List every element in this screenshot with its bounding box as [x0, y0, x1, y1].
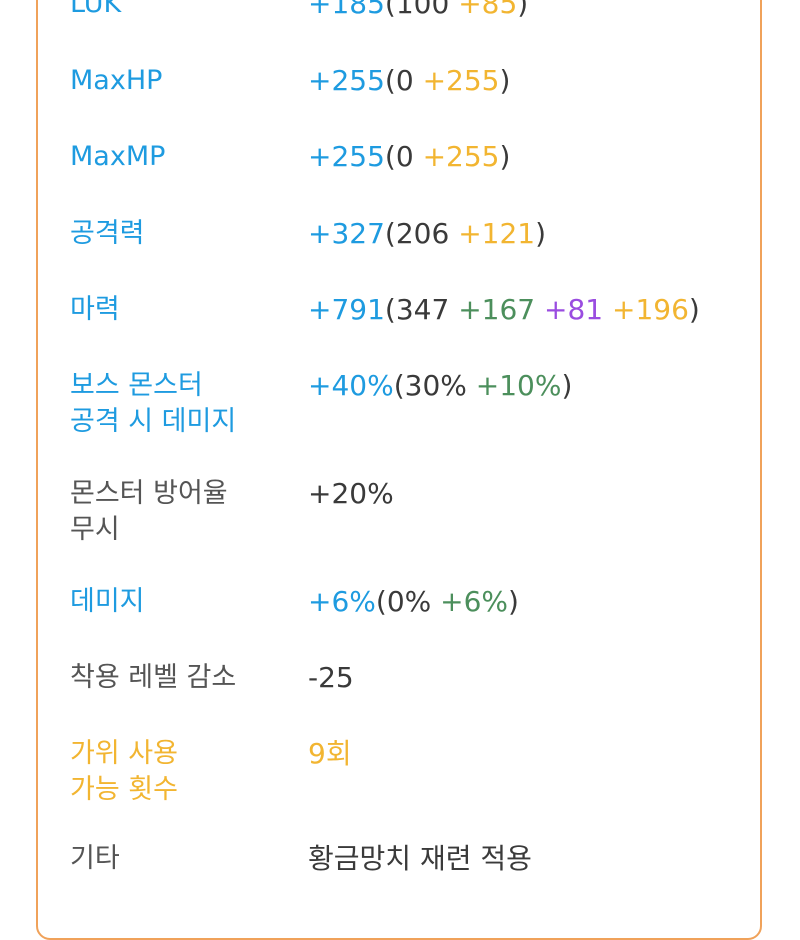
- stat-value: 황금망치 재련 적용: [308, 842, 532, 875]
- stat-label: 가위 사용 가능 횟수: [70, 738, 178, 805]
- stat-label: MaxMP: [70, 141, 166, 172]
- stat-value: +40%(30% +10%): [308, 369, 573, 402]
- stat-value: -25: [308, 661, 354, 694]
- stat-label: MaxHP: [70, 65, 163, 96]
- stat-bonus: +121: [449, 217, 536, 250]
- stat-label: 데미지: [70, 586, 145, 617]
- stat-value: +255(0 +255): [308, 64, 511, 97]
- stat-label: 착용 레벨 감소: [70, 662, 237, 693]
- stat-label: 몬스터 방어율 무시: [70, 478, 228, 545]
- stat-label: 기타: [70, 843, 120, 874]
- stat-base: 206: [395, 217, 450, 250]
- stat-value: +327(206 +121): [308, 217, 547, 250]
- stat-value: +791(347 +167 +81 +196): [308, 293, 700, 326]
- stat-total: +6%: [308, 585, 376, 618]
- stat-value: +20%: [308, 477, 394, 510]
- stat-label: 공격력: [70, 218, 145, 249]
- stat-bonus: +196: [603, 293, 689, 326]
- stat-bonus-green: +10%: [466, 369, 562, 402]
- stat-base: 347: [395, 293, 450, 326]
- stat-bonus: +255: [413, 140, 500, 173]
- stat-bonus: +85: [449, 0, 518, 20]
- stat-value: +185(100 +85): [308, 0, 528, 22]
- stat-total: +255: [308, 140, 385, 173]
- stat-total: +791: [308, 293, 385, 326]
- stat-total: +185: [308, 0, 385, 20]
- stat-bonus: +255: [413, 64, 500, 97]
- stat-value: +6%(0% +6%): [308, 585, 519, 618]
- stat-base: 0: [395, 64, 414, 97]
- stat-base: 0: [395, 140, 414, 173]
- stat-total: +255: [308, 64, 385, 97]
- stat-base: 0%: [386, 585, 432, 618]
- stat-bonus-purple: +81: [535, 293, 604, 326]
- stat-total: +40%: [308, 369, 394, 402]
- stat-base: 100: [395, 0, 450, 20]
- stat-value: +255(0 +255): [308, 140, 511, 173]
- item-stats-card: [36, 0, 762, 940]
- stat-bonus-green: +6%: [431, 585, 509, 618]
- stat-label: LUK: [70, 0, 122, 19]
- stat-total: +327: [308, 217, 385, 250]
- stat-label: 마력: [70, 294, 120, 325]
- stat-value: 9회: [308, 737, 352, 770]
- stat-base: 30%: [404, 369, 467, 402]
- stat-bonus-green: +167: [449, 293, 536, 326]
- stat-label: 보스 몬스터 공격 시 데미지: [70, 370, 237, 437]
